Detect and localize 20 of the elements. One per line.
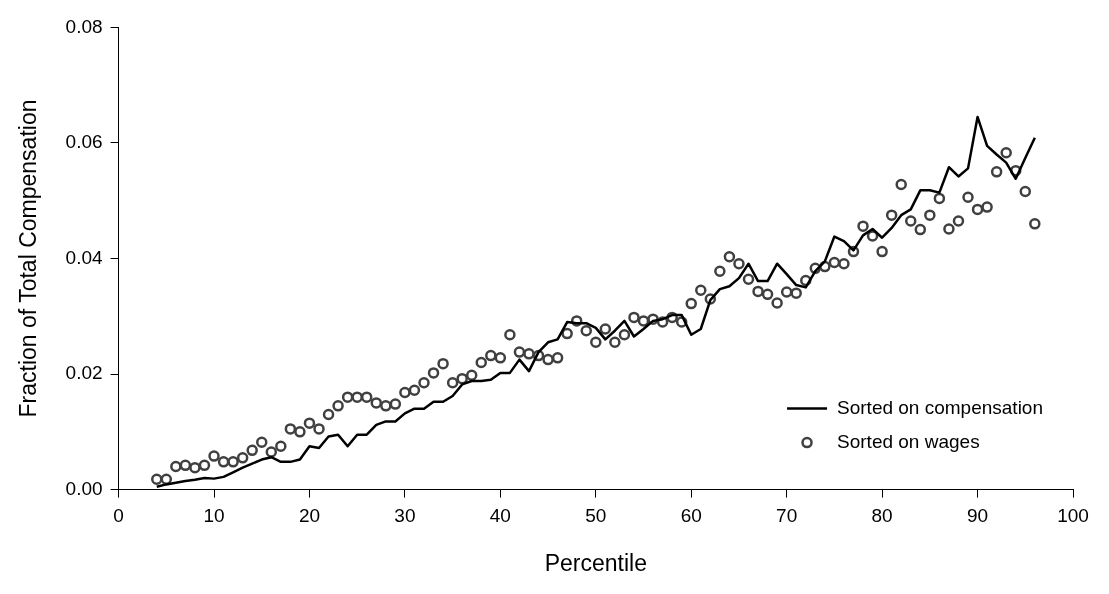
x-tick-label: 40 — [489, 505, 511, 527]
x-tick-label: 90 — [966, 505, 989, 527]
y-axis-title: Fraction of Total Compensation — [15, 99, 42, 418]
y-tick-label: 0.02 — [65, 362, 103, 384]
x-tick-label: 0 — [113, 505, 124, 527]
x-tick-label: 20 — [298, 505, 321, 527]
x-axis-title: Percentile — [544, 549, 647, 576]
x-tick-label: 100 — [1057, 505, 1089, 527]
legend-label: Sorted on wages — [837, 430, 980, 452]
x-tick-label: 30 — [394, 505, 416, 527]
y-tick-label: 0.08 — [65, 15, 103, 37]
x-tick-label: 60 — [680, 505, 702, 527]
y-tick-label: 0.00 — [65, 477, 103, 499]
y-tick-label: 0.04 — [65, 246, 104, 268]
legend-label: Sorted on compensation — [837, 396, 1043, 418]
y-tick-label: 0.06 — [65, 131, 103, 153]
x-tick-label: 70 — [776, 505, 798, 527]
x-tick-label: 10 — [203, 505, 225, 527]
x-tick-label: 50 — [585, 505, 607, 527]
x-tick-label: 80 — [871, 505, 893, 527]
